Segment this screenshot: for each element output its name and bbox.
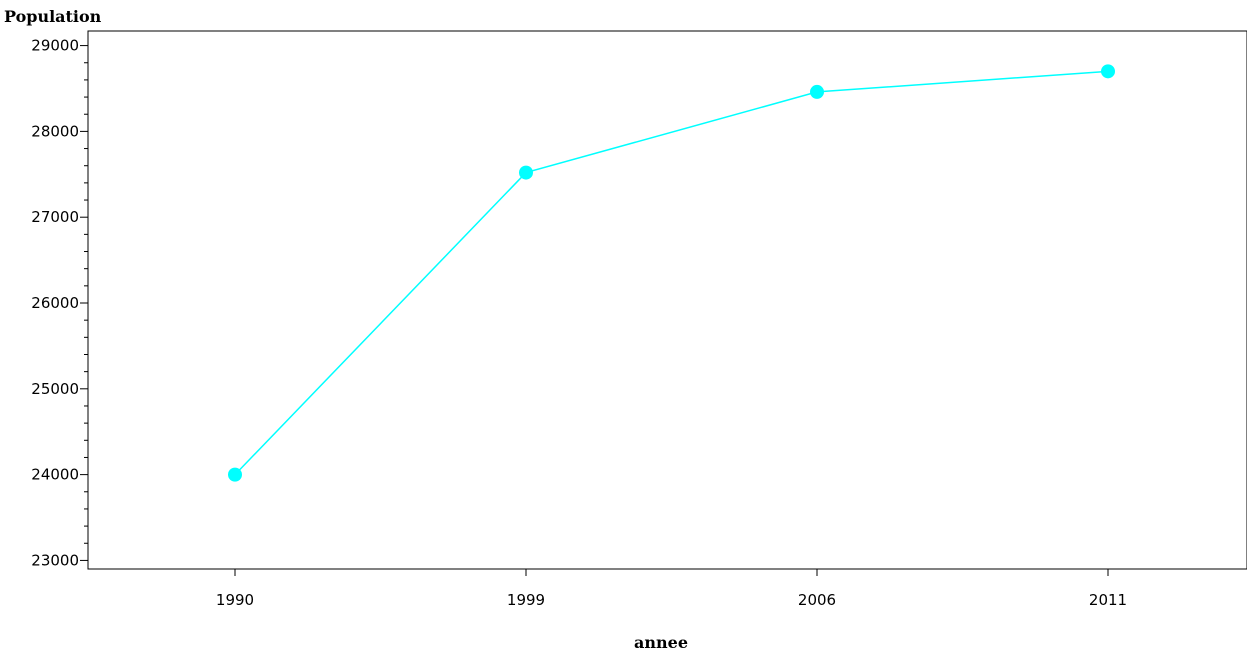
data-point [810, 84, 824, 99]
series-line [234, 70, 1109, 476]
y-tick-label: 27000 [31, 208, 79, 226]
x-axis: 1990 1999 2006 2011 [216, 569, 1127, 609]
y-axis-title: Population [4, 7, 102, 26]
data-point [228, 467, 242, 482]
data-point [1101, 64, 1115, 79]
data-point [519, 165, 533, 180]
x-tick-label: 1990 [216, 591, 254, 609]
x-axis-title: annee [634, 633, 688, 652]
y-tick-label: 25000 [31, 380, 79, 398]
y-tick-label: 26000 [31, 294, 79, 312]
plot-area [87, 30, 1247, 570]
y-axis: 23000 24000 25000 26000 27000 28000 29000 [31, 37, 88, 569]
x-tick-label: 2011 [1089, 591, 1127, 609]
y-tick-label: 23000 [31, 551, 79, 569]
x-tick-label: 2006 [798, 591, 836, 609]
x-tick-label: 1999 [507, 591, 545, 609]
y-tick-label: 24000 [31, 466, 79, 484]
series-group [228, 64, 1115, 482]
y-tick-label: 28000 [31, 122, 79, 140]
y-tick-label: 29000 [31, 37, 79, 55]
